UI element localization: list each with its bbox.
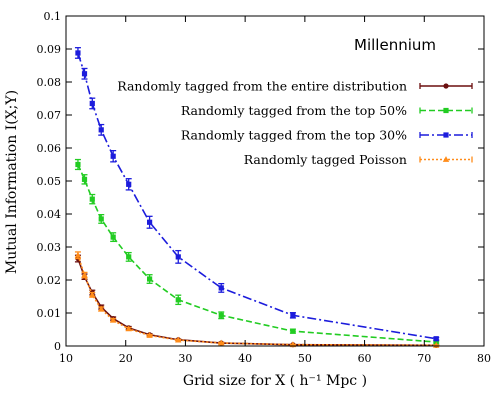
data-point bbox=[74, 251, 82, 258]
y-tick-label: 0.07 bbox=[37, 109, 62, 122]
y-tick-label: 0.03 bbox=[37, 241, 62, 254]
y-tick-label: 0.04 bbox=[37, 208, 62, 221]
x-tick-label: 80 bbox=[477, 352, 491, 365]
data-point bbox=[290, 312, 296, 318]
x-tick-label: 20 bbox=[119, 352, 133, 365]
y-tick-label: 0.01 bbox=[37, 307, 62, 320]
series-4-line bbox=[77, 254, 437, 347]
data-point bbox=[98, 305, 105, 312]
y-tick-label: 0 bbox=[54, 340, 61, 353]
series-3-line bbox=[77, 52, 437, 340]
data-point bbox=[110, 234, 116, 240]
legend-label: Randomly tagged from the top 50% bbox=[181, 103, 407, 118]
data-point bbox=[218, 285, 224, 291]
data-point bbox=[125, 325, 132, 332]
data-point bbox=[126, 181, 132, 187]
data-point bbox=[175, 297, 181, 303]
legend-sample-marker bbox=[443, 107, 449, 114]
y-tick-label: 0.1 bbox=[44, 10, 62, 23]
x-tick-label: 30 bbox=[178, 352, 192, 365]
data-point bbox=[147, 219, 153, 225]
data-point bbox=[126, 254, 132, 260]
y-tick-label: 0.06 bbox=[37, 142, 62, 155]
data-point bbox=[147, 276, 153, 282]
x-tick-label: 10 bbox=[59, 352, 73, 365]
legend-entry-3: Randomly tagged from the top 30% bbox=[181, 128, 473, 143]
x-axis-title: Grid size for X ( h⁻¹ Mpc ) bbox=[183, 373, 367, 389]
legend-label: Randomly tagged from the top 30% bbox=[181, 128, 407, 143]
ticks-layer: 10 20 30 40 50 60 70 80 0 0.01 0.02 0.03 0.04 0.05 0.0… bbox=[37, 10, 492, 365]
data-point bbox=[75, 161, 81, 168]
legend-entry-4: Randomly tagged Poisson bbox=[244, 152, 473, 167]
data-point bbox=[175, 254, 181, 260]
series-2-line bbox=[77, 164, 437, 343]
series-layer bbox=[74, 47, 440, 348]
data-point bbox=[433, 336, 439, 342]
series-4 bbox=[74, 251, 440, 348]
data-point bbox=[98, 127, 104, 133]
data-point bbox=[98, 216, 104, 222]
y-tick-label: 0.09 bbox=[37, 43, 62, 56]
legend-sample-marker bbox=[443, 132, 449, 138]
y-tick-label: 0.02 bbox=[37, 274, 62, 287]
x-tick-label: 70 bbox=[417, 352, 431, 365]
legend-sample-marker bbox=[443, 83, 449, 89]
data-point bbox=[109, 316, 117, 323]
data-point bbox=[146, 332, 153, 338]
data-point bbox=[89, 100, 95, 107]
legend-entry-2: Randomly tagged from the top 50% bbox=[181, 103, 473, 118]
data-point bbox=[89, 291, 96, 298]
x-tick-label: 50 bbox=[298, 352, 312, 365]
series-3 bbox=[74, 47, 440, 342]
data-point bbox=[81, 71, 88, 77]
series-1 bbox=[74, 254, 440, 348]
data-point bbox=[81, 176, 88, 182]
legend-entry-1: Randomly tagged from the entire distribu… bbox=[117, 79, 473, 94]
data-point bbox=[81, 271, 88, 278]
x-tick-label: 60 bbox=[358, 352, 372, 365]
data-point bbox=[218, 312, 224, 318]
y-tick-label: 0.08 bbox=[37, 76, 62, 89]
series-1-line bbox=[77, 258, 437, 347]
data-point bbox=[218, 339, 225, 346]
data-point bbox=[175, 336, 182, 343]
data-point bbox=[89, 196, 95, 202]
legend-label: Randomly tagged Poisson bbox=[244, 152, 407, 167]
y-axis-title: Mutual Information I(X;Y) bbox=[4, 90, 20, 274]
x-tick-label: 40 bbox=[238, 352, 252, 365]
chart-title: Millennium bbox=[354, 36, 436, 54]
data-point bbox=[290, 328, 296, 334]
legend-sample-marker bbox=[442, 156, 450, 162]
legend: Randomly tagged from the entire distribu… bbox=[117, 79, 473, 167]
y-tick-label: 0.05 bbox=[37, 175, 62, 188]
data-point bbox=[110, 153, 116, 159]
legend-label: Randomly tagged from the entire distribu… bbox=[117, 79, 407, 94]
data-point bbox=[75, 50, 81, 56]
